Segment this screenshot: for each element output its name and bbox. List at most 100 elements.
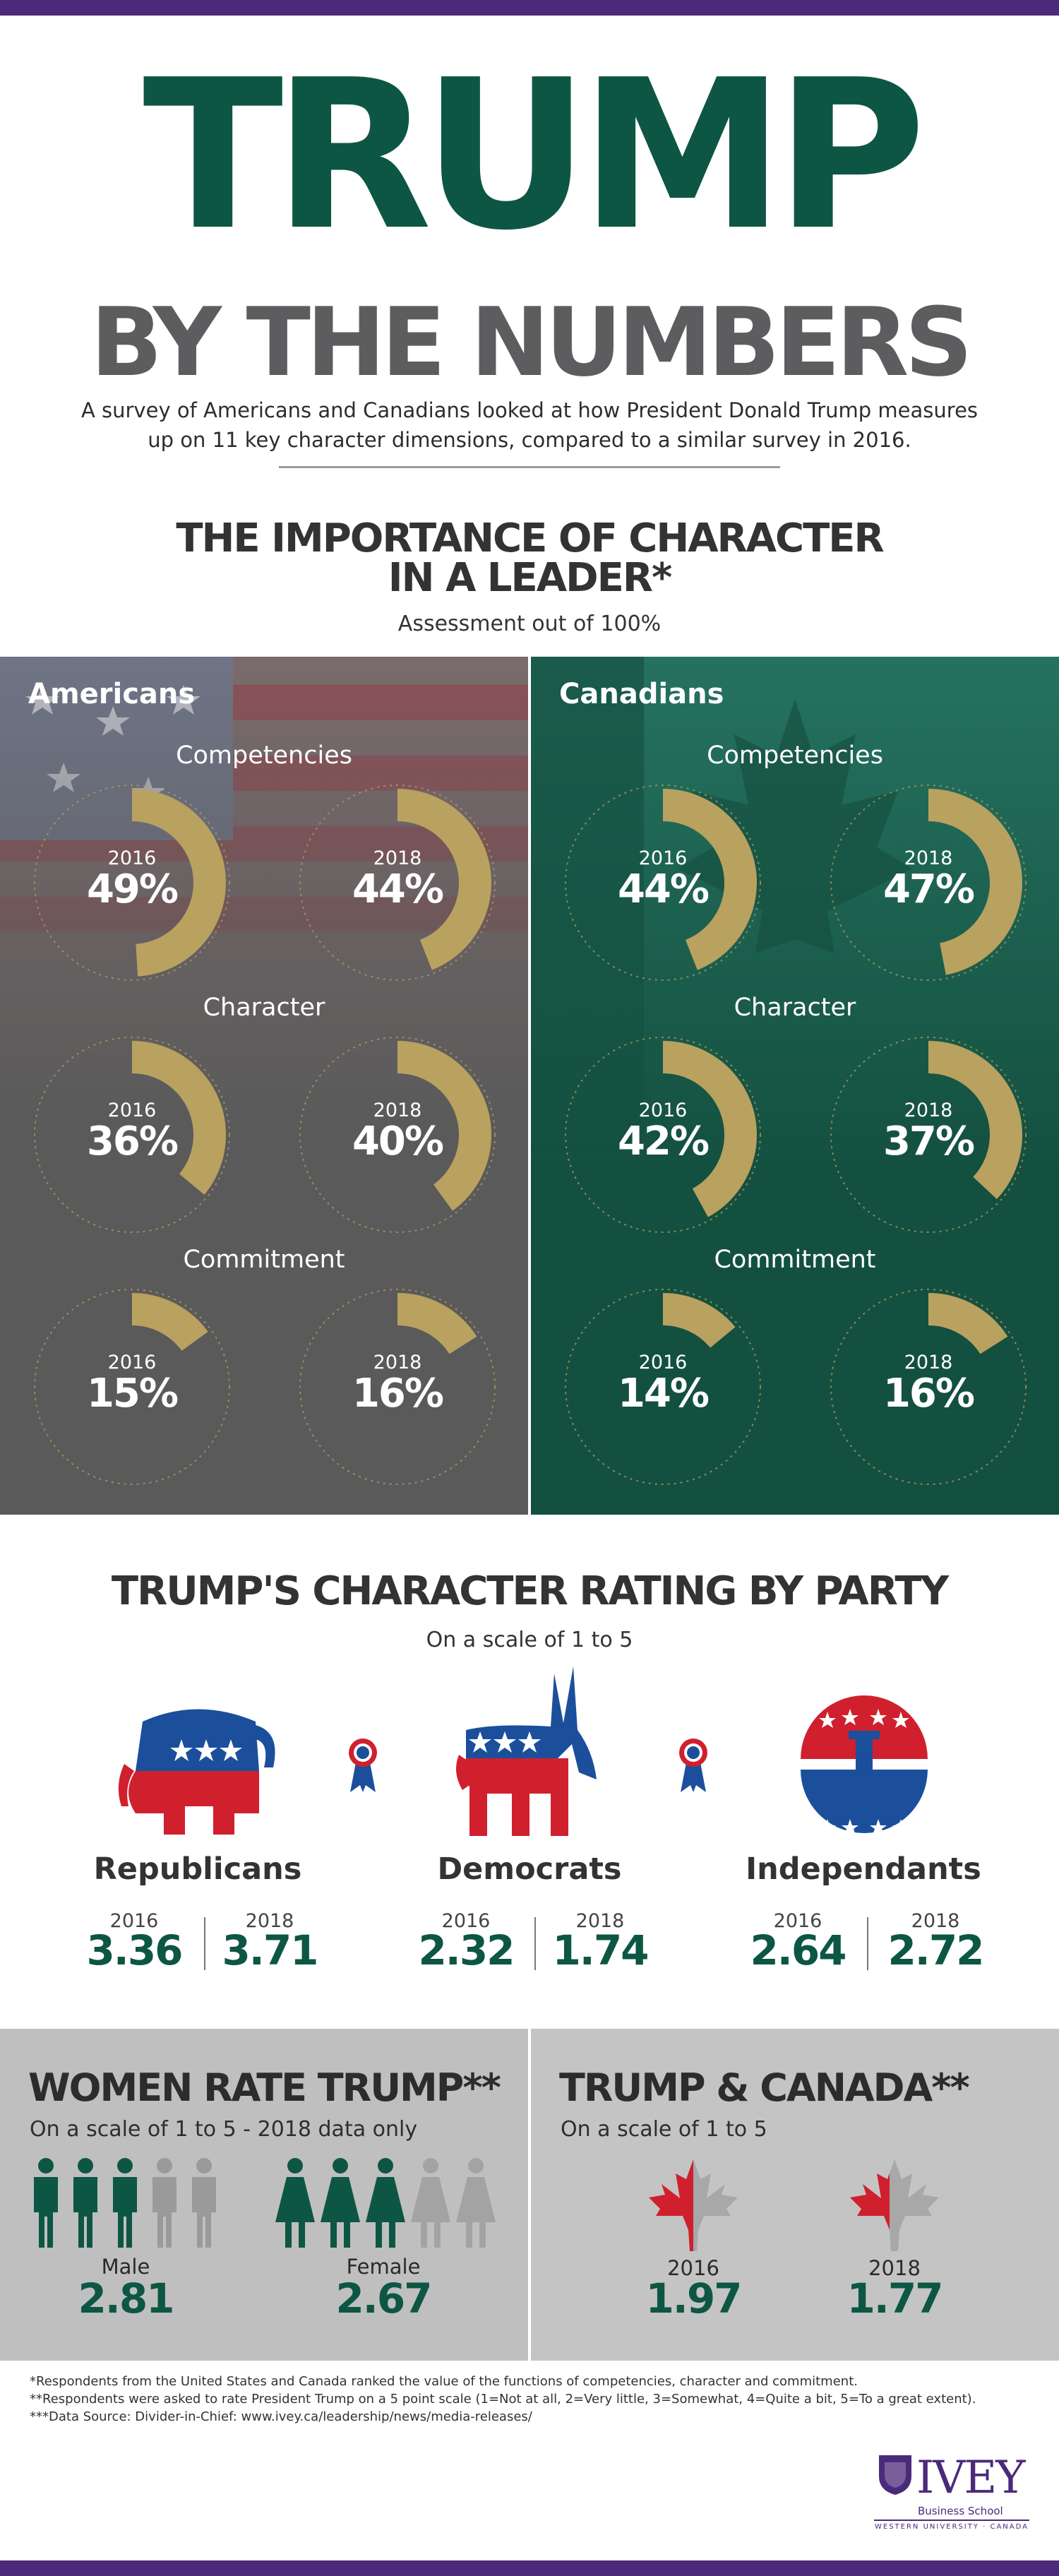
canadians-character-2018-donut: 2018 37% [826,1032,1031,1237]
donut-year-label: 2016 [638,847,688,869]
bottom-bar [0,2560,1059,2576]
americans-competencies-2018-donut: 2018 44% [295,780,500,985]
americans-character-label: Character [203,994,325,1022]
donut-year-label: 2018 [373,1352,422,1373]
donut-year-label: 2016 [638,1099,688,1121]
canadians-competencies-2018-donut: 2018 47% [826,780,1031,985]
donut-track [299,1037,496,1233]
donut-year-label: 2018 [904,1352,953,1373]
page-title: TRUMP [143,35,926,275]
elephant-icon [118,1709,275,1835]
donut-arc [304,1041,491,1229]
importance-title: THE IMPORTANCE OF CHARACTER IN A LEADER* [0,519,1059,598]
trump-canada-panel: TRUMP & CANADA** On a scale of 1 to 5 20… [531,2029,1059,2361]
trump-canada-subtitle: On a scale of 1 to 5 [561,2117,767,2142]
donut-arc [569,1293,757,1481]
importance-title-line1: THE IMPORTANCE OF CHARACTER [176,515,884,561]
donut-arc [569,789,757,977]
donut-track [34,1037,230,1233]
donut-arc [834,1041,1022,1229]
donut-track [34,785,230,981]
americans-competencies-label: Competencies [176,741,352,770]
donut-year-label: 2018 [373,847,422,869]
party-subtitle: On a scale of 1 to 5 [426,1628,633,1652]
donut-track [565,785,761,981]
women-title: WOMEN RATE TRUMP** [28,2065,501,2110]
republicans-2018-year: 2018 [245,1910,294,1932]
canadians-competencies-2016-donut: 2016 44% [561,780,765,985]
canadians-heading: Canadians [559,678,724,710]
donut-value-label: 42% [617,1119,710,1164]
donut-arc [304,789,491,977]
republicans-2016-year: 2016 [109,1910,159,1932]
donut-track [830,1289,1027,1485]
footnote-2: **Respondents were asked to rate Preside… [30,2392,976,2407]
party-name-democrats: Democrats [437,1852,622,1887]
canadians-panel: Canadians Competencies Character Commitm… [531,657,1059,1515]
male-figure [34,2158,58,2248]
donut-track [830,785,1027,981]
independants-2016-year: 2016 [773,1910,822,1932]
donut-track [299,1289,496,1485]
donut-value-label: 49% [86,866,179,912]
party-name-independants: Independants [746,1852,981,1887]
female-value: 2.67 [335,2274,432,2322]
donut-value-label: 47% [882,866,975,912]
ribbon-icon-2 [679,1739,707,1792]
donut-value-label: 40% [352,1119,444,1164]
canadians-competencies-label: Competencies [707,741,883,770]
canada-2016-year: 2016 [667,2256,719,2280]
donut-year-label: 2018 [373,1099,422,1121]
americans-commitment-2018-donut: 2018 16% [295,1284,500,1489]
donut-value-label: 14% [617,1371,710,1417]
independants-2018-year: 2018 [911,1910,960,1932]
americans-commitment-2016-donut: 2016 15% [30,1284,234,1489]
donut-arc [834,1293,1022,1481]
female-label: Female [346,2255,421,2279]
donut-year-label: 2018 [904,847,953,869]
democrats-2016-year: 2016 [441,1910,491,1932]
democrats-2018-value: 1.74 [552,1926,649,1974]
canadians-commitment-2016-donut: 2016 14% [561,1284,765,1489]
intro-text: A survey of Americans and Canadians look… [80,398,979,452]
women-subtitle: On a scale of 1 to 5 - 2018 data only [30,2117,418,2142]
donut-arc [38,1041,226,1229]
donut-arc [304,1293,491,1481]
donut-value-label: 36% [86,1119,179,1164]
maple-leaf-icon-2016 [649,2159,738,2251]
americans-character-2018-donut: 2018 40% [295,1032,500,1237]
donut-year-label: 2016 [107,1099,157,1121]
democrats-2018-year: 2018 [575,1910,625,1932]
party-name-republicans: Republicans [93,1852,302,1887]
americans-commitment-label: Commitment [183,1246,345,1274]
donkey-icon [456,1666,597,1836]
independants-2016-value: 2.64 [750,1926,846,1974]
donut-value-label: 44% [352,866,444,912]
donut-arc [834,789,1022,977]
intro-divider [279,466,780,468]
donut-value-label: 44% [617,866,710,912]
donut-track [299,785,496,981]
donut-value-label: 16% [882,1371,975,1417]
trump-canada-title: TRUMP & CANADA** [559,2065,970,2110]
independants-2018-value: 2.72 [887,1926,984,1974]
party-title: TRUMP'S CHARACTER RATING BY PARTY [111,1568,949,1614]
donut-value-label: 16% [352,1371,444,1417]
americans-character-2016-donut: 2016 36% [30,1032,234,1237]
donut-arc [38,789,226,977]
donut-track [565,1037,761,1233]
donut-value-label: 15% [86,1371,179,1417]
donut-arc [38,1293,226,1481]
male-label: Male [101,2255,150,2279]
independants-divider [867,1917,868,1970]
canada-2018-year: 2018 [868,2256,921,2280]
canadians-character-2016-donut: 2016 42% [561,1032,765,1237]
ivey-logo-rule [874,2520,1029,2521]
americans-heading: Americans [28,678,196,710]
canadians-commitment-2018-donut: 2018 16% [826,1284,1031,1489]
ivey-logo-school: Business School [918,2505,1003,2517]
republicans-2018-value: 3.71 [222,1926,318,1974]
maple-leaf-icon-2018 [850,2159,939,2251]
americans-competencies-2016-donut: 2016 49% [30,780,234,985]
donut-track [34,1289,230,1485]
